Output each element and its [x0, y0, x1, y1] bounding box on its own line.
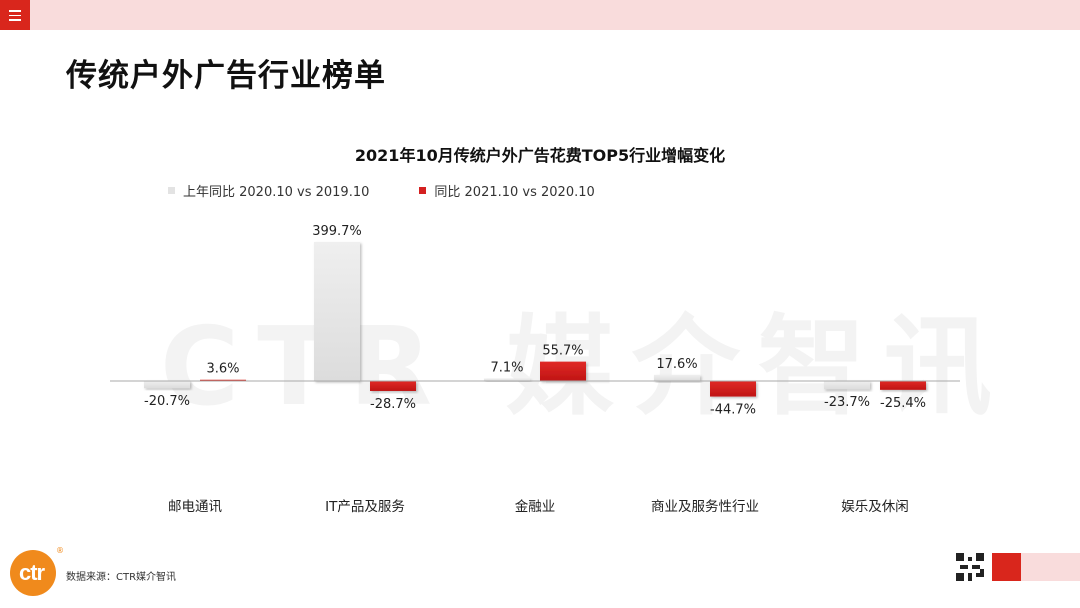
menu-button[interactable]	[0, 0, 30, 30]
data-label-current-year-2: -28.7%	[370, 397, 416, 412]
data-label-current-year-3: 55.7%	[542, 344, 583, 359]
bar-prior-year-1	[144, 381, 190, 389]
category-label-1: 邮电通讯	[168, 499, 222, 515]
top-bar	[0, 0, 1080, 30]
bar-current-year-4	[710, 381, 756, 397]
data-source: 数据来源：CTR媒介智讯	[66, 572, 177, 583]
data-label-prior-year-3: 7.1%	[490, 361, 523, 376]
ctr-logo: ctr ®	[10, 546, 64, 596]
data-label-prior-year-2: 399.7%	[312, 224, 362, 239]
legend-swatch-current-year	[419, 187, 427, 194]
category-label-2: IT产品及服务	[325, 499, 405, 515]
data-label-prior-year-4: 17.6%	[656, 357, 697, 372]
bar-prior-year-5	[824, 381, 870, 390]
bar-prior-year-2	[314, 242, 360, 381]
data-label-prior-year-5: -23.7%	[824, 395, 870, 410]
legend-label-current-year: 同比 2021.10 vs 2020.10	[434, 185, 595, 200]
data-label-prior-year-1: -20.7%	[144, 394, 190, 409]
bar-current-year-2	[370, 381, 416, 391]
qr-code-icon	[956, 553, 984, 581]
bar-current-year-3	[540, 361, 586, 381]
bar-current-year-5	[880, 381, 926, 390]
legend-item-prior-year: 上年同比 2020.10 vs 2019.10	[168, 181, 369, 200]
footer-pink-block	[1021, 553, 1080, 581]
legend-swatch-prior-year	[168, 187, 175, 194]
bar-current-year-1	[200, 379, 246, 381]
category-label-5: 娱乐及休闲	[841, 499, 909, 515]
legend-label-prior-year: 上年同比 2020.10 vs 2019.10	[183, 185, 370, 200]
data-label-current-year-4: -44.7%	[710, 403, 756, 418]
page-title: 传统户外广告行业榜单	[66, 58, 386, 94]
chart-legend: 上年同比 2020.10 vs 2019.10 同比 2021.10 vs 20…	[168, 181, 595, 200]
bar-prior-year-4	[654, 374, 700, 381]
data-label-current-year-1: 3.6%	[206, 362, 239, 377]
data-label-current-year-5: -25.4%	[880, 396, 926, 411]
footer-red-block	[992, 553, 1021, 581]
legend-item-current-year: 同比 2021.10 vs 2020.10	[419, 181, 595, 200]
chart-title: 2021年10月传统户外广告花费TOP5行业增幅变化	[354, 146, 726, 165]
category-label-4: 商业及服务性行业	[651, 499, 759, 515]
bar-prior-year-3	[484, 378, 530, 381]
category-label-3: 金融业	[515, 499, 556, 515]
